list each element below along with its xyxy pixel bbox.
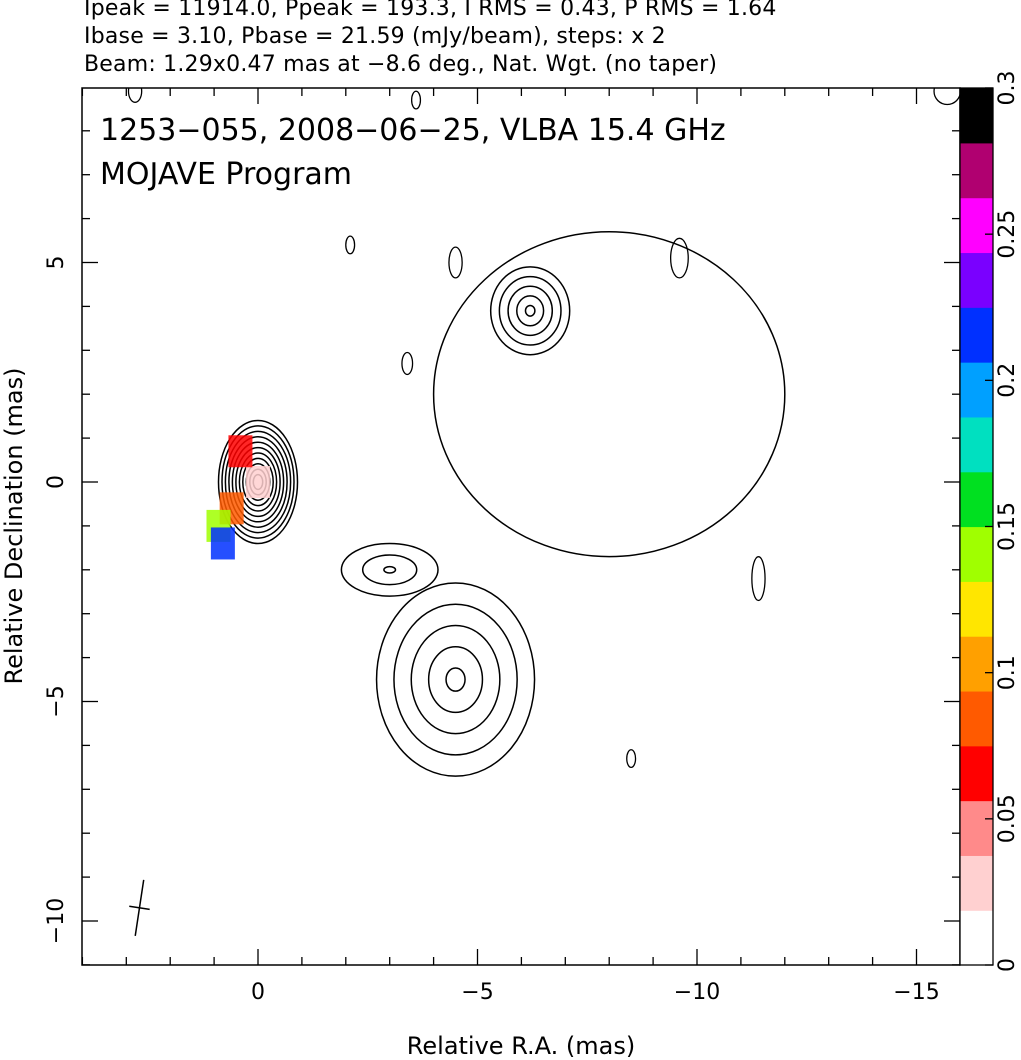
colorbar-segment xyxy=(960,88,993,144)
contour-4-0 xyxy=(432,231,786,558)
contour-2-0 xyxy=(375,582,536,777)
y-axis-title: Relative Declination (mas) xyxy=(0,367,28,684)
colorbar-segment xyxy=(960,416,993,473)
colorbar-segment xyxy=(960,471,993,528)
contour-3-2 xyxy=(507,285,554,337)
noise-contours xyxy=(127,88,960,769)
colorbar-tick-label: 0.3 xyxy=(995,71,1020,106)
axis-ticks xyxy=(81,88,960,966)
colorbar-tick-label: 0.25 xyxy=(995,210,1020,259)
colorbar-segment xyxy=(960,636,993,692)
colorbar-segment xyxy=(960,252,993,308)
contour-3-3 xyxy=(516,295,545,327)
pol-cell-0 xyxy=(246,466,270,498)
axis-tick-labels: 0 −5 −10 −15 −10 −5 0 5 xyxy=(44,256,940,1006)
noise-contour-7 xyxy=(127,88,143,103)
colorbar xyxy=(959,87,994,966)
colorbar-segment xyxy=(960,690,993,747)
contour-0-3 xyxy=(228,436,288,528)
colorbar-segment xyxy=(960,910,993,966)
noise-contour-6 xyxy=(345,235,356,255)
y-tick-label: 0 xyxy=(44,475,69,489)
x-tick-label: −10 xyxy=(674,980,720,1005)
contour-3-4 xyxy=(524,304,536,317)
y-tick-label: −5 xyxy=(44,685,69,717)
y-tick-label: −10 xyxy=(44,898,69,944)
colorbar-tick-label: 0.1 xyxy=(995,655,1020,690)
x-axis-title: Relative R.A. (mas) xyxy=(407,1032,635,1060)
colorbar-segment xyxy=(960,197,993,254)
contour-0-1 xyxy=(221,425,295,539)
colorbar-segment xyxy=(960,362,993,418)
beam-marker xyxy=(129,879,150,936)
contour-map xyxy=(217,231,786,777)
colorbar-ticks: 0 0.05 0.1 0.15 0.2 0.25 0.3 xyxy=(985,71,1020,972)
beam-minor-axis xyxy=(129,905,150,911)
contour-0-2 xyxy=(224,430,292,534)
contour-0-6 xyxy=(238,452,278,512)
noise-contour-1 xyxy=(669,237,689,279)
contour-2-1 xyxy=(393,603,518,756)
contour-2-2 xyxy=(410,624,501,735)
x-tick-label: 0 xyxy=(251,980,265,1005)
polarization-map xyxy=(206,435,270,560)
contour-2-4 xyxy=(445,667,466,692)
source-title: 1253−055, 2008−06−25, VLBA 15.4 GHz xyxy=(100,113,726,148)
contour-1-0 xyxy=(340,542,439,597)
noise-contour-2 xyxy=(401,351,414,376)
contour-1-1 xyxy=(361,554,418,586)
colorbar-tick-label: 0.05 xyxy=(995,794,1020,843)
noise-contour-5 xyxy=(410,90,422,110)
pol-cell-4 xyxy=(210,527,235,560)
contour-1-2 xyxy=(383,565,397,574)
x-tick-label: −15 xyxy=(893,980,939,1005)
contour-0-5 xyxy=(235,446,281,518)
colorbar-segment xyxy=(960,745,993,802)
contour-0-0 xyxy=(217,419,299,545)
colorbar-segment xyxy=(960,581,993,637)
colorbar-tick-label: 0.2 xyxy=(995,363,1020,398)
colorbar-segment xyxy=(960,142,993,199)
header-line-3: Beam: 1.29x0.47 mas at −8.6 deg., Nat. W… xyxy=(84,52,718,77)
pol-cell-1 xyxy=(228,435,253,468)
contour-2-3 xyxy=(427,646,484,714)
noise-contour-4 xyxy=(626,749,637,769)
x-tick-label: −5 xyxy=(461,980,493,1005)
contour-3-0 xyxy=(489,266,571,356)
colorbar-tick-label: 0 xyxy=(995,958,1020,972)
contour-3-1 xyxy=(498,275,562,346)
colorbar-segment xyxy=(960,800,993,856)
header-line-1: Ipeak = 11914.0, Ppeak = 193.3, I RMS = … xyxy=(84,0,777,21)
colorbar-segment xyxy=(960,855,993,911)
contour-0-4 xyxy=(231,441,285,523)
noise-contour-3 xyxy=(751,556,766,602)
program-label: MOJAVE Program xyxy=(100,157,352,192)
colorbar-segment xyxy=(960,526,993,582)
y-tick-label: 5 xyxy=(44,256,69,270)
header-line-2: Ibase = 3.10, Pbase = 21.59 (mJy/beam), … xyxy=(84,24,666,49)
noise-contour-0 xyxy=(448,246,463,279)
noise-contour-8 xyxy=(933,88,960,106)
colorbar-tick-label: 0.15 xyxy=(995,502,1020,551)
colorbar-segment xyxy=(960,307,993,363)
contour-0-7 xyxy=(242,457,274,507)
